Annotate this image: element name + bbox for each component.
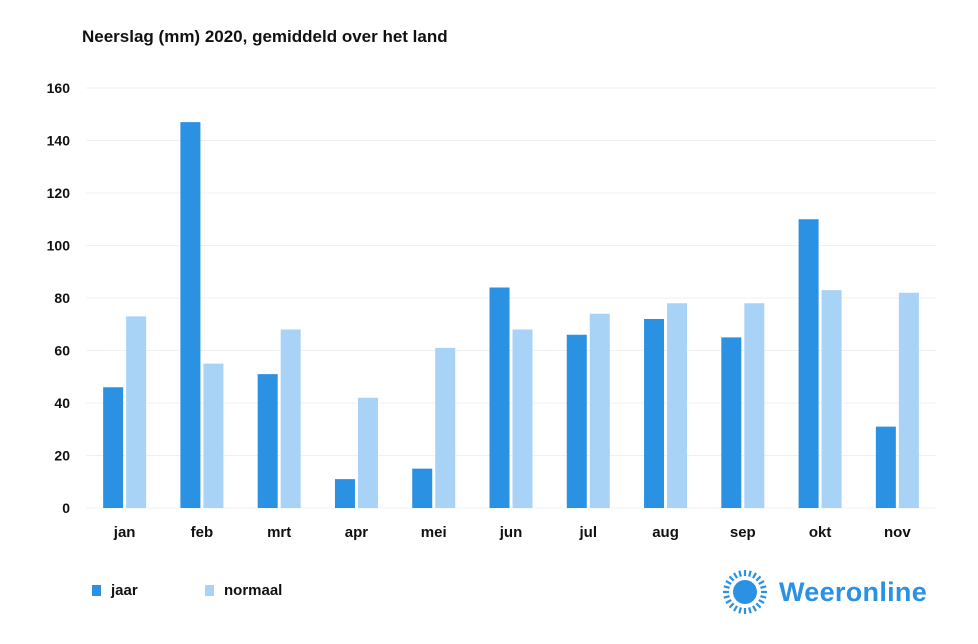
sun-ray (758, 599, 765, 604)
bar-jaar-apr (334, 479, 355, 508)
y-tick-label: 140 (47, 133, 71, 149)
sun-ray (760, 590, 767, 594)
bar-normaal-feb (203, 363, 224, 508)
y-tick-label: 80 (54, 290, 70, 306)
sun-ray (725, 599, 732, 604)
bar-normaal-okt (821, 290, 842, 508)
x-tick-label: sep (730, 524, 756, 541)
sun-ray (760, 585, 767, 589)
legend-swatch-normaal (205, 585, 214, 596)
y-tick-label: 0 (62, 500, 70, 516)
weeronline-logo: Weeronline (721, 568, 927, 616)
bar-normaal-apr (357, 397, 378, 508)
sun-ray (733, 605, 738, 612)
bar-jaar-aug (644, 319, 665, 508)
chart-title: Neerslag (mm) 2020, gemiddeld over het l… (82, 27, 448, 46)
x-tick-label: mrt (267, 524, 291, 541)
sun-ray (752, 605, 757, 612)
sun-ray (725, 580, 732, 585)
x-tick-label: jan (113, 524, 136, 541)
sun-ray (738, 570, 742, 577)
y-tick-label: 160 (47, 80, 71, 96)
bar-jaar-feb (180, 122, 201, 508)
sun-ray (733, 572, 738, 579)
bar-normaal-jul (589, 313, 610, 508)
bar-jaar-mrt (257, 374, 278, 508)
bar-normaal-nov (898, 292, 919, 508)
y-tick-label: 20 (54, 448, 70, 464)
sun-ray (755, 575, 762, 582)
x-tick-label: apr (345, 524, 369, 541)
bar-jaar-nov (875, 426, 896, 508)
x-tick-label: nov (884, 524, 911, 541)
y-tick-label: 100 (47, 238, 71, 254)
sun-ray (738, 607, 742, 614)
sun-ray (748, 607, 752, 614)
bar-chart: 0 20 40 60 80 100 120 140 160 jan feb mrt apr mei jun j… (47, 80, 936, 541)
legend-item-jaar: jaar (92, 582, 138, 599)
bar-jaar-jun (489, 287, 510, 508)
bar-normaal-mrt (280, 329, 301, 508)
sun-ray (760, 595, 767, 599)
legend-item-normaal: normaal (205, 582, 282, 599)
x-tick-label: okt (809, 524, 832, 541)
x-tick-label: jun (499, 524, 523, 541)
bar-normaal-aug (667, 303, 688, 508)
x-tick-label: jul (579, 524, 598, 541)
legend-swatch-jaar (92, 585, 101, 596)
x-tick-label: aug (652, 524, 679, 541)
x-tick-label: feb (191, 524, 214, 541)
bar-jaar-okt (798, 219, 819, 508)
sun-ray (752, 572, 757, 579)
legend-label-jaar: jaar (111, 582, 138, 599)
brand-name: Weeronline (779, 576, 928, 607)
sun-ray (755, 602, 762, 609)
sun-ray (723, 590, 730, 594)
bar-normaal-jun (512, 329, 533, 508)
sun-ray (728, 575, 735, 582)
sun-ray (723, 585, 730, 589)
sun-ray (743, 570, 747, 577)
bar-normaal-mei (435, 347, 456, 508)
y-tick-label: 120 (47, 185, 71, 201)
sun-ray (743, 607, 747, 614)
bar-jaar-mei (412, 468, 433, 508)
y-tick-label: 60 (54, 343, 70, 359)
bar-jaar-jul (566, 334, 587, 508)
bar-jaar-sep (721, 337, 742, 508)
sun-logo-icon (723, 570, 767, 614)
y-tick-label: 40 (54, 395, 70, 411)
sun-ray (723, 595, 730, 599)
bar-normaal-jan (126, 316, 147, 508)
bar-jaar-jan (103, 387, 124, 508)
x-tick-label: mei (421, 524, 447, 541)
legend-label-normaal: normaal (224, 582, 283, 599)
bar-normaal-sep (744, 303, 765, 508)
sun-ray (748, 570, 752, 577)
sun-ray (758, 580, 765, 585)
sun-ray (728, 602, 735, 609)
